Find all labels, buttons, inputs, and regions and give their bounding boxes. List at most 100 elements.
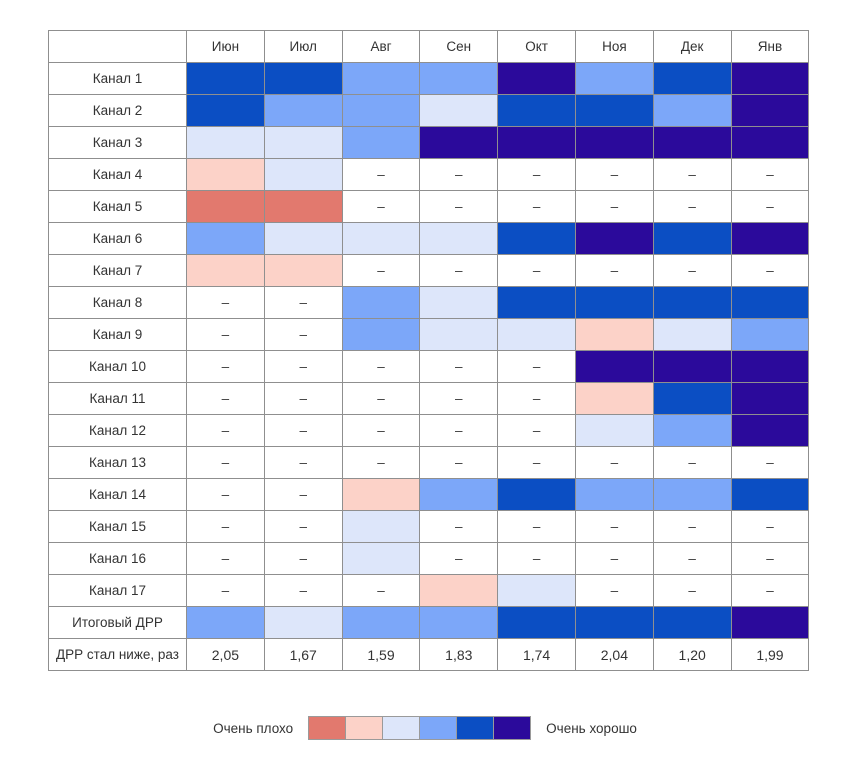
column-header: Окт [497,30,576,63]
heatmap-cell: – [263,414,343,447]
heatmap-cell: – [497,350,576,383]
row-label: ДРР стал ниже, раз [48,638,187,671]
legend-swatch [382,717,420,739]
heatmap-cell: – [730,510,810,543]
legend-swatch [419,717,457,739]
heatmap-cell [652,94,732,127]
heatmap-cell [341,606,421,639]
heatmap-cell [186,254,265,287]
heatmap-cell: – [497,510,576,543]
heatmap-cell: – [574,574,654,607]
heatmap-cell [730,606,810,639]
heatmap-cell: – [263,574,343,607]
heatmap-cell: – [419,254,499,287]
heatmap-cell [263,222,343,255]
heatmap-cell: – [186,446,265,479]
heatmap-cell [730,414,810,447]
heatmap-cell: – [652,190,732,223]
row-label: Канал 1 [48,62,187,95]
heatmap-cell: – [419,446,499,479]
heatmap-cell: – [652,158,732,191]
heatmap-cell [730,94,810,127]
heatmap-cell [574,606,654,639]
row-label: Канал 8 [48,286,187,319]
heatmap-cell [341,318,421,351]
heatmap-cell: – [730,446,810,479]
heatmap-cell [341,126,421,159]
heatmap-cell [730,350,810,383]
footer-value-cell: 1,67 [263,638,343,671]
row-label: Канал 10 [48,350,187,383]
heatmap-cell [652,478,732,511]
column-header: Ноя [574,30,654,63]
heatmap-cell: – [419,158,499,191]
row-label: Канал 14 [48,478,187,511]
row-label: Канал 13 [48,446,187,479]
table-row: Канал 3 [48,126,810,159]
row-label: Канал 16 [48,542,187,575]
row-label: Канал 3 [48,126,187,159]
heatmap-cell [574,126,654,159]
heatmap-cell: – [186,382,265,415]
heatmap-cell: – [419,542,499,575]
legend-label-high: Очень хорошо [546,720,637,736]
heatmap-cell [341,286,421,319]
heatmap-cell [186,62,265,95]
heatmap-cell: – [341,158,421,191]
footer-value-cell: 1,20 [652,638,732,671]
heatmap-cell [730,62,810,95]
legend-swatch [493,717,531,739]
heatmap-cell: – [186,414,265,447]
heatmap-cell [263,62,343,95]
footer-value-cell: 1,59 [341,638,421,671]
heatmap-cell: – [574,158,654,191]
table-row: Канал 7– – – – – – [48,254,810,287]
heatmap-cell [574,318,654,351]
footer-value-cell: 1,99 [730,638,810,671]
heatmap-cell [574,286,654,319]
heatmap-cell: – [186,286,265,319]
legend-swatch-strip [308,716,532,740]
heatmap-cell [497,222,576,255]
table-row: Канал 6 [48,222,810,255]
table-row: Канал 1 [48,62,810,95]
heatmap-cell [263,126,343,159]
table-row: Канал 15– – – – – – – [48,510,810,543]
heatmap-header: Июн Июл Авг Сен Окт Ноя Дек Янв [48,30,810,63]
heatmap-cell [263,606,343,639]
heatmap-cell: – [419,510,499,543]
heatmap-body: Канал 1 Канал 2 Канал 3 Канал 4– – – – – – Канал … [48,62,810,671]
heatmap-cell [186,222,265,255]
row-label: Канал 5 [48,190,187,223]
heatmap-cell: – [341,414,421,447]
row-label: Канал 6 [48,222,187,255]
heatmap-cell [341,94,421,127]
heatmap-cell: – [263,478,343,511]
heatmap-cell [652,318,732,351]
table-row: Канал 17– – – – – – [48,574,810,607]
heatmap-cell: – [497,414,576,447]
heatmap-cell: – [652,254,732,287]
legend-label-low: Очень плохо [213,720,294,736]
heatmap-cell [341,542,421,575]
table-row: Канал 8– – [48,286,810,319]
heatmap-cell [574,94,654,127]
heatmap-cell [730,478,810,511]
column-header: Дек [652,30,732,63]
heatmap-cell [419,606,499,639]
table-row: Итоговый ДРР [48,606,810,639]
heatmap-cell [730,126,810,159]
heatmap-cell [574,382,654,415]
heatmap-cell: – [497,382,576,415]
table-row-footer: ДРР стал ниже, раз 2,05 1,67 1,59 1,83 1,74 2,… [48,638,810,671]
table-row: Канал 10– – – – – [48,350,810,383]
table-row: Канал 9– – [48,318,810,351]
table-row: Канал 2 [48,94,810,127]
heatmap-cell: – [263,286,343,319]
heatmap-cell [497,574,576,607]
footer-value-cell: 2,04 [574,638,654,671]
heatmap-cell [497,94,576,127]
heatmap-cell: – [263,446,343,479]
heatmap-cell: – [186,542,265,575]
heatmap-cell: – [574,254,654,287]
